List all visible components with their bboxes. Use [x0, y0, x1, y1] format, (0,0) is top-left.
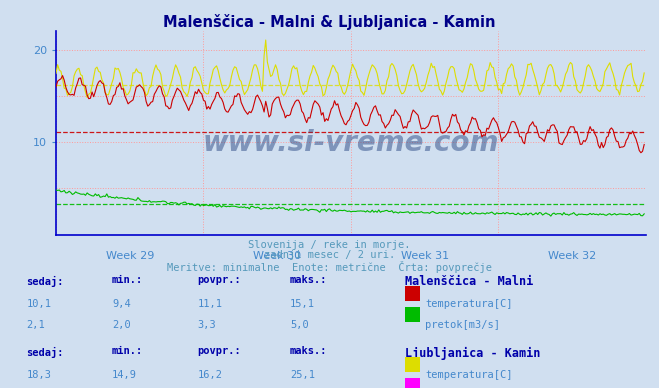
Text: temperatura[C]: temperatura[C]: [425, 299, 513, 309]
Text: min.:: min.:: [112, 275, 143, 286]
Text: Week 29: Week 29: [105, 251, 154, 261]
Text: sedaj:: sedaj:: [26, 346, 64, 357]
Text: 3,3: 3,3: [198, 320, 216, 330]
Text: 10,1: 10,1: [26, 299, 51, 309]
Text: Week 31: Week 31: [401, 251, 449, 261]
Text: Meritve: minimalne  Enote: metrične  Črta: povprečje: Meritve: minimalne Enote: metrične Črta:…: [167, 261, 492, 273]
Text: 2,0: 2,0: [112, 320, 130, 330]
Text: min.:: min.:: [112, 346, 143, 357]
Text: Slovenija / reke in morje.: Slovenija / reke in morje.: [248, 240, 411, 250]
Text: 9,4: 9,4: [112, 299, 130, 309]
Text: maks.:: maks.:: [290, 275, 328, 286]
Text: 16,2: 16,2: [198, 370, 223, 380]
Text: Malenščica - Malni & Ljubljanica - Kamin: Malenščica - Malni & Ljubljanica - Kamin: [163, 14, 496, 29]
Text: Week 32: Week 32: [548, 251, 596, 261]
Text: 5,0: 5,0: [290, 320, 308, 330]
Text: povpr.:: povpr.:: [198, 346, 241, 357]
Text: 18,3: 18,3: [26, 370, 51, 380]
Text: Ljubljanica - Kamin: Ljubljanica - Kamin: [405, 346, 540, 360]
Text: povpr.:: povpr.:: [198, 275, 241, 286]
Text: www.si-vreme.com: www.si-vreme.com: [203, 129, 499, 157]
Text: 25,1: 25,1: [290, 370, 315, 380]
Text: zadnji mesec / 2 uri.: zadnji mesec / 2 uri.: [264, 250, 395, 260]
Text: 2,1: 2,1: [26, 320, 45, 330]
Text: maks.:: maks.:: [290, 346, 328, 357]
Text: 15,1: 15,1: [290, 299, 315, 309]
Text: sedaj:: sedaj:: [26, 275, 64, 286]
Text: 11,1: 11,1: [198, 299, 223, 309]
Text: Week 30: Week 30: [253, 251, 301, 261]
Text: pretok[m3/s]: pretok[m3/s]: [425, 320, 500, 330]
Text: temperatura[C]: temperatura[C]: [425, 370, 513, 380]
Text: Malenščica - Malni: Malenščica - Malni: [405, 275, 534, 289]
Text: 14,9: 14,9: [112, 370, 137, 380]
